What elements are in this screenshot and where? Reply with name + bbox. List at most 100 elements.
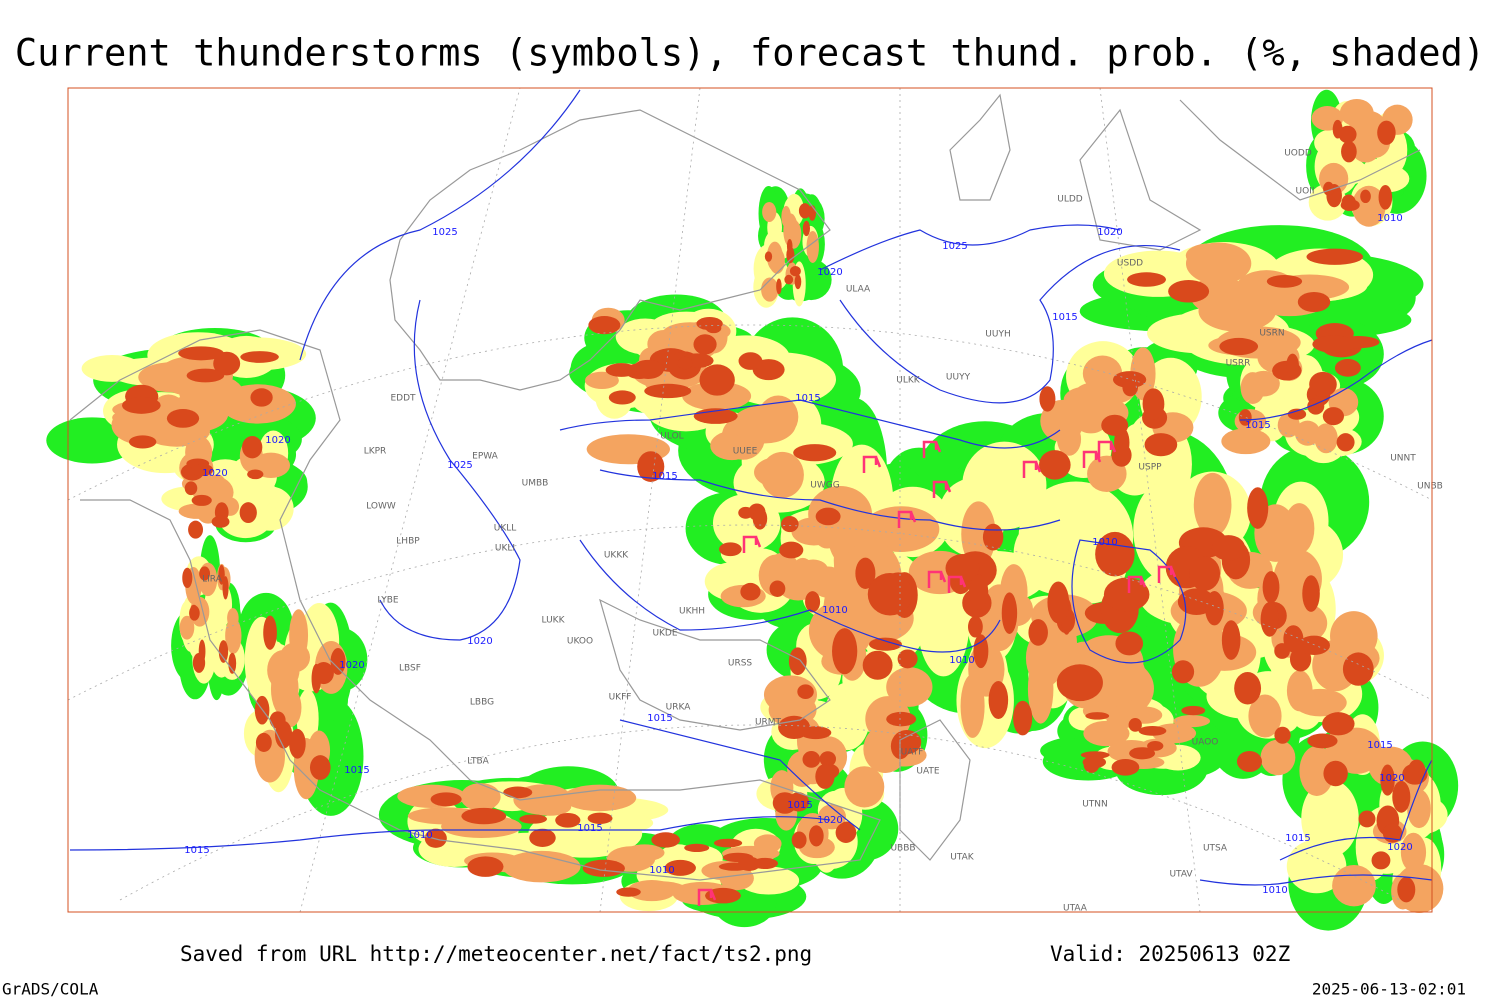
shade-blob xyxy=(862,650,893,680)
shade-blob xyxy=(330,648,346,675)
station-label: UUYY xyxy=(946,373,971,383)
shade-blob xyxy=(778,715,811,739)
shade-blob xyxy=(637,451,665,482)
shade-blob xyxy=(1262,571,1280,604)
isobar-label: 1015 xyxy=(184,845,209,856)
shade-blob xyxy=(1286,353,1299,379)
shade-blob xyxy=(263,615,277,650)
storm-symbol xyxy=(1127,575,1147,593)
station-label: LKPR xyxy=(364,447,387,457)
shade-blob xyxy=(1080,751,1110,759)
shade-blob xyxy=(1260,739,1296,776)
shade-blob xyxy=(1397,876,1416,903)
shade-blob xyxy=(705,323,722,334)
shade-blob xyxy=(815,764,835,789)
shade-blob xyxy=(1234,672,1262,705)
software: GrADS/COLA xyxy=(2,980,99,999)
shade-blob xyxy=(1247,487,1269,529)
storm-symbol xyxy=(927,570,947,588)
isobar-label: 1015 xyxy=(1367,740,1392,751)
shade-blob xyxy=(1219,337,1259,356)
map-area: 1025 1025 1020 1020 1015 1015 1020 1020 1025 1015… xyxy=(46,87,1459,931)
shade-blob xyxy=(886,711,917,727)
shade-blob xyxy=(1185,243,1232,268)
shade-blob xyxy=(818,804,846,830)
shade-blob xyxy=(192,652,206,673)
station-label: URMT xyxy=(755,718,782,728)
shade-blob xyxy=(789,266,801,277)
station-label: UKLL xyxy=(494,524,517,534)
shade-blob xyxy=(754,456,804,488)
station-label: UTAA xyxy=(1063,904,1088,914)
shade-blob xyxy=(240,351,279,363)
shade-blob xyxy=(309,755,331,780)
station-label: USDD xyxy=(1117,259,1143,269)
shade-blob xyxy=(810,566,846,598)
shade-blob xyxy=(1129,747,1156,760)
shade-blob xyxy=(1128,717,1142,732)
shade-blob xyxy=(684,843,710,853)
shade-blob xyxy=(764,251,773,262)
shade-blob xyxy=(629,881,686,896)
station-label: UATE xyxy=(916,767,940,777)
shade-blob xyxy=(802,751,821,768)
storm-symbol xyxy=(697,888,717,906)
station-label: LTBA xyxy=(467,757,489,767)
station-label: UNBB xyxy=(1417,482,1443,492)
shade-blob xyxy=(605,363,638,377)
isobar-label: 1015 xyxy=(1052,312,1077,323)
shade-blob xyxy=(128,435,157,449)
source-url: Saved from URL http://meteocenter.net/fa… xyxy=(180,942,812,966)
shade-blob xyxy=(1189,556,1221,591)
isobar-label: 1015 xyxy=(652,471,677,482)
storm-symbol xyxy=(897,510,917,528)
station-label: UBBB xyxy=(890,844,915,854)
shade-blob xyxy=(211,515,230,528)
timestamp: 2025-06-13-02:01 xyxy=(1312,980,1466,999)
shade-blob xyxy=(1221,620,1241,660)
shade-blob xyxy=(713,838,743,848)
station-label: UKHH xyxy=(679,607,705,617)
isobar-label: 1015 xyxy=(647,713,672,724)
shade-blob xyxy=(1342,652,1374,686)
shade-blob xyxy=(255,732,272,753)
isobar-label: 1020 xyxy=(202,468,227,479)
shade-blob xyxy=(467,856,504,877)
shade-blob xyxy=(1339,98,1374,127)
shade-blob xyxy=(784,274,794,285)
shade-blob xyxy=(407,807,483,825)
shade-blob xyxy=(632,359,664,379)
shade-blob xyxy=(832,628,858,675)
shade-blob xyxy=(1307,733,1338,749)
shade-blob xyxy=(789,557,816,597)
shade-blob xyxy=(1338,125,1357,144)
station-label: UUYH xyxy=(985,330,1010,340)
shade-blob xyxy=(1378,184,1393,210)
shade-blob xyxy=(1236,750,1262,773)
shade-blob xyxy=(218,564,225,585)
shade-blob xyxy=(897,649,918,669)
shade-blob xyxy=(839,821,854,840)
shade-blob xyxy=(1047,581,1070,624)
station-label: URKA xyxy=(666,703,692,713)
shade-blob xyxy=(1284,503,1315,554)
isobar-label: 1010 xyxy=(1092,537,1117,548)
storm-symbol xyxy=(742,535,762,553)
station-label: LBSF xyxy=(399,664,421,674)
shade-blob xyxy=(1247,370,1280,397)
station-label: EPWA xyxy=(472,452,499,462)
shade-blob xyxy=(1138,725,1167,736)
shade-blob xyxy=(1309,800,1355,842)
isobars xyxy=(69,89,1433,886)
title: Current thunderstorms (symbols), forecas… xyxy=(15,32,1485,75)
shade-blob xyxy=(1332,864,1376,907)
shade-blob xyxy=(862,506,940,552)
shade-blob xyxy=(886,667,933,707)
shade-blob xyxy=(651,832,680,848)
isobar-label: 1015 xyxy=(577,823,602,834)
storm-symbol xyxy=(947,575,967,593)
shade-blob xyxy=(184,481,198,496)
graticule xyxy=(67,87,1433,913)
station-label: UKDE xyxy=(652,629,677,639)
shade-blob xyxy=(222,576,229,600)
